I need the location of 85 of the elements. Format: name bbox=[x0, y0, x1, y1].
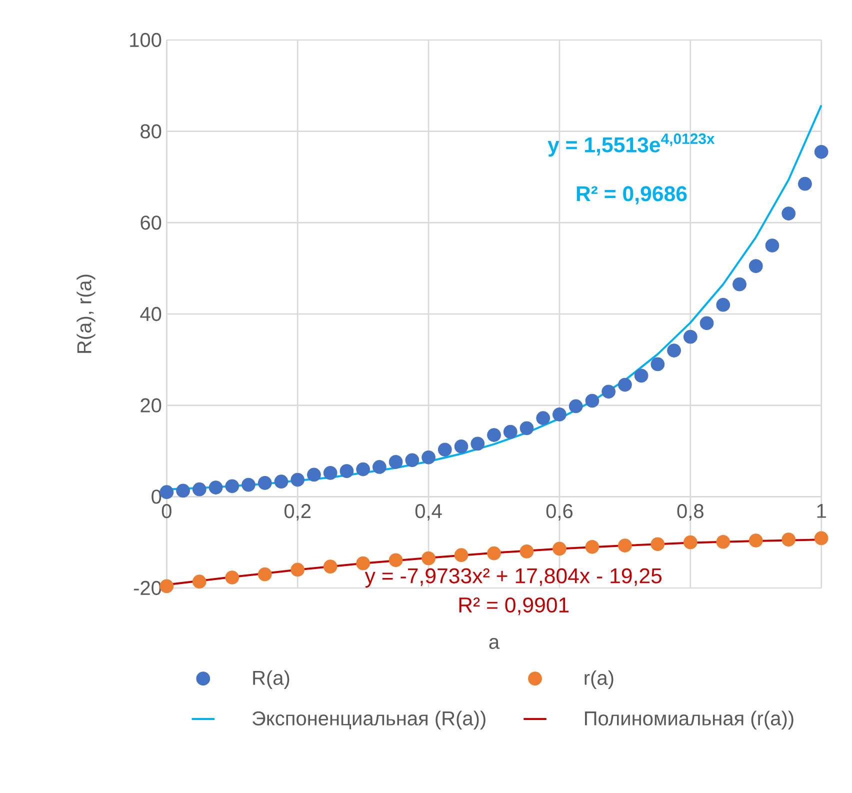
point bbox=[274, 474, 288, 488]
point bbox=[520, 421, 534, 435]
point bbox=[470, 436, 485, 450]
text: R² = 0,9901 bbox=[459, 597, 569, 615]
point bbox=[667, 343, 681, 358]
point bbox=[388, 454, 403, 469]
point bbox=[716, 298, 730, 312]
point bbox=[340, 464, 354, 478]
legend-label: Полиномиальная (r(a)) bbox=[585, 710, 794, 730]
point bbox=[814, 144, 828, 159]
point bbox=[552, 542, 566, 556]
point bbox=[650, 357, 665, 372]
point bbox=[438, 442, 452, 456]
point bbox=[372, 460, 386, 474]
point bbox=[782, 206, 796, 220]
y-tick-label: 20 bbox=[140, 398, 162, 412]
y-tick-label: -20 bbox=[134, 580, 162, 595]
point bbox=[192, 482, 206, 496]
y-tick-label: 80 bbox=[140, 124, 162, 138]
y-tick-label: 100 bbox=[130, 32, 162, 47]
point bbox=[388, 553, 403, 567]
annotation: y = 1,5513e$^{4,0123x}$ bbox=[548, 133, 715, 156]
point bbox=[602, 384, 616, 398]
point bbox=[454, 439, 468, 454]
y-tick-label: 0 bbox=[152, 489, 162, 504]
point bbox=[487, 428, 501, 442]
point bbox=[552, 407, 566, 422]
point bbox=[454, 548, 468, 562]
point bbox=[765, 238, 780, 252]
point bbox=[192, 574, 206, 588]
point bbox=[520, 544, 534, 558]
legend-label: r(a) bbox=[584, 670, 614, 689]
x-tick-label: 0,4 bbox=[415, 504, 442, 520]
point bbox=[290, 472, 305, 487]
point bbox=[503, 424, 518, 439]
point bbox=[683, 535, 698, 550]
x-tick-label: 0 bbox=[162, 504, 172, 518]
point bbox=[732, 277, 746, 292]
point bbox=[814, 531, 828, 546]
point bbox=[356, 556, 370, 570]
point bbox=[160, 485, 174, 499]
point bbox=[422, 551, 436, 566]
point bbox=[290, 562, 305, 577]
point bbox=[323, 559, 338, 574]
point bbox=[700, 316, 714, 330]
annotation: y = -7,9733x² + 17,804x - 19,25 bbox=[364, 568, 662, 588]
x-tick-label: 0,2 bbox=[284, 504, 311, 520]
legend-label: Экспоненциальная (R(a)) bbox=[252, 710, 486, 730]
point bbox=[422, 450, 436, 464]
x-axis-title: a bbox=[489, 638, 500, 649]
point bbox=[242, 478, 256, 492]
point bbox=[536, 411, 550, 425]
y-tick-label: 40 bbox=[140, 306, 162, 321]
point bbox=[618, 378, 632, 392]
point bbox=[568, 399, 583, 414]
point bbox=[323, 466, 338, 480]
point bbox=[225, 479, 240, 493]
point bbox=[585, 394, 600, 408]
x-tick-label: 0,6 bbox=[546, 504, 572, 520]
legend-label: R(a) bbox=[253, 670, 290, 689]
point bbox=[160, 579, 174, 593]
point bbox=[748, 533, 763, 548]
point bbox=[307, 468, 321, 482]
point bbox=[176, 484, 190, 498]
point bbox=[782, 532, 796, 546]
point bbox=[634, 368, 648, 382]
point bbox=[716, 534, 730, 549]
annotation: R² = 0,9686 bbox=[576, 186, 687, 204]
point bbox=[748, 258, 763, 273]
point bbox=[650, 537, 665, 551]
point bbox=[618, 538, 632, 552]
x-tick-label: 1 bbox=[817, 504, 826, 518]
y-axis-title: R(a), r(a) bbox=[76, 274, 96, 353]
point bbox=[208, 480, 223, 494]
x-tick-label: 0,8 bbox=[677, 504, 704, 520]
point bbox=[487, 546, 501, 560]
point bbox=[225, 570, 240, 584]
point bbox=[798, 176, 812, 191]
point bbox=[356, 462, 370, 476]
point bbox=[258, 567, 272, 582]
point bbox=[258, 476, 272, 490]
point bbox=[405, 453, 420, 467]
y-tick-label: 60 bbox=[140, 215, 162, 230]
point bbox=[585, 540, 600, 554]
point bbox=[683, 330, 698, 344]
